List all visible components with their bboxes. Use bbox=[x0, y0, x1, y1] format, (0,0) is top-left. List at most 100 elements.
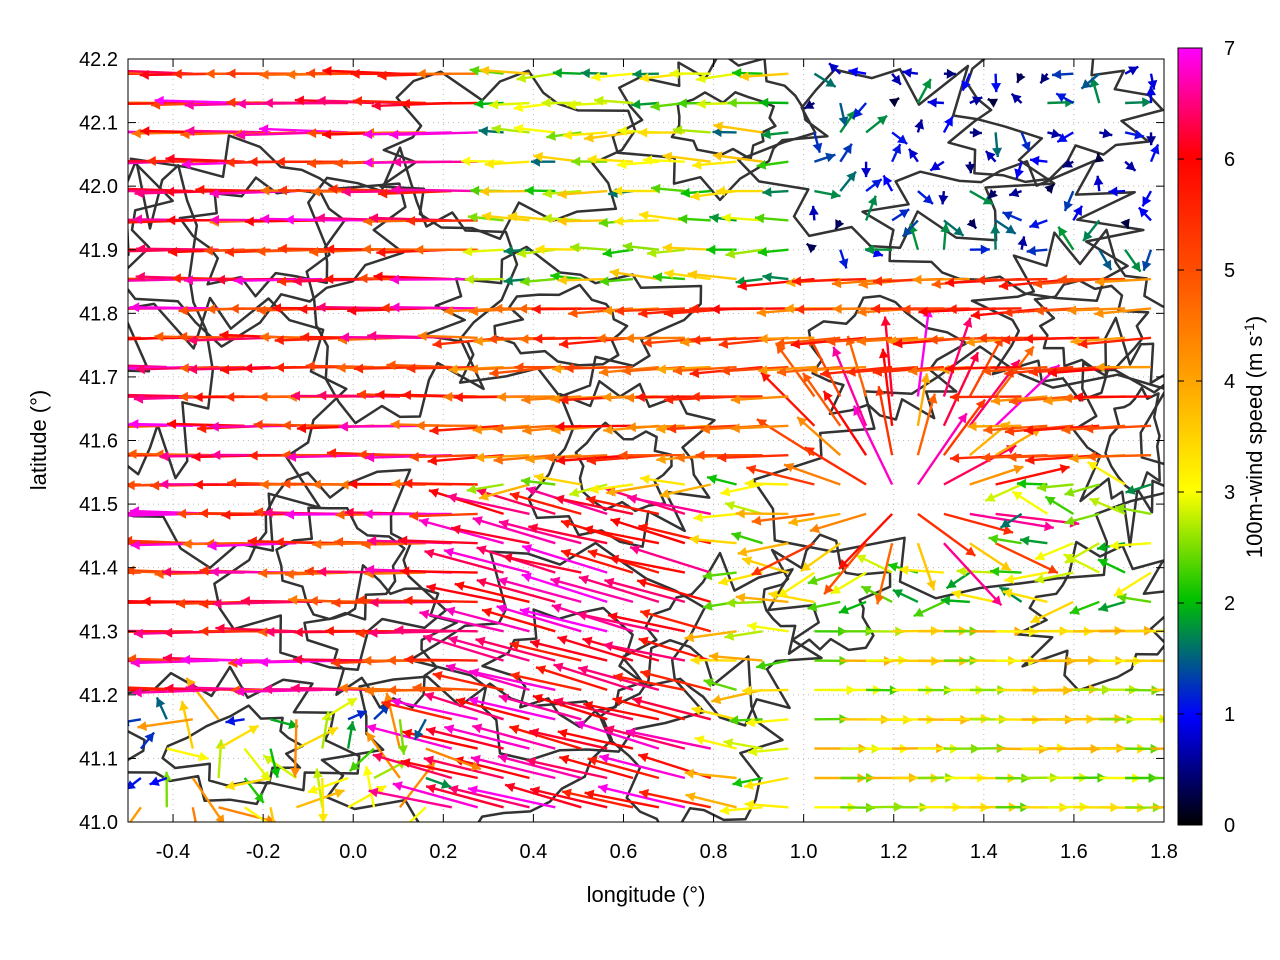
wind-arrow bbox=[949, 395, 1022, 399]
wind-arrow-head bbox=[720, 486, 731, 497]
wind-arrow-head bbox=[499, 519, 509, 529]
wind-arrow-head bbox=[918, 306, 928, 317]
wind-arrow-head bbox=[288, 594, 298, 605]
wind-arrow-head bbox=[109, 842, 118, 852]
wind-arrow bbox=[876, 542, 894, 605]
wind-arrow-head bbox=[530, 156, 540, 167]
wind-arrow-head bbox=[806, 243, 817, 254]
wind-arrow-head bbox=[259, 124, 269, 135]
wind-arrow-head bbox=[926, 580, 936, 591]
x-tick-label: 1.8 bbox=[1150, 841, 1178, 863]
wind-arrow-head bbox=[215, 814, 225, 822]
wind-arrow bbox=[472, 517, 556, 545]
wind-arrow-head bbox=[1081, 79, 1092, 89]
wind-arrow bbox=[470, 756, 556, 780]
wind-arrow-head bbox=[397, 745, 408, 755]
wind-arrow-head bbox=[131, 128, 141, 139]
wind-arrow-head bbox=[154, 331, 164, 342]
wind-arrow-head bbox=[1056, 93, 1067, 103]
contour-line bbox=[275, 506, 406, 621]
wind-arrow-head bbox=[219, 330, 229, 341]
wind-arrow-head bbox=[897, 134, 908, 144]
y-tick-label: 42.1 bbox=[79, 113, 118, 135]
wind-arrow-head bbox=[489, 367, 499, 378]
wind-arrow bbox=[128, 718, 142, 723]
wind-arrow-head bbox=[389, 274, 399, 285]
y-tick-label: 41.0 bbox=[79, 812, 118, 834]
wind-arrow-head bbox=[602, 392, 612, 403]
wind-arrow-head bbox=[729, 715, 739, 726]
wind-arrow bbox=[445, 664, 530, 692]
wind-arrow-head bbox=[526, 757, 537, 767]
wind-arrow-head bbox=[550, 271, 560, 282]
wind-arrow-head bbox=[290, 768, 301, 778]
wind-arrow-head bbox=[509, 640, 520, 651]
wind-arrow-head bbox=[240, 596, 250, 606]
wind-arrow-head bbox=[568, 308, 578, 319]
wind-arrow-head bbox=[475, 452, 485, 463]
wind-arrow-head bbox=[199, 508, 208, 519]
wind-arrow-head bbox=[386, 360, 396, 371]
wind-arrow bbox=[400, 759, 478, 780]
wind-arrow-head bbox=[1134, 129, 1145, 140]
wind-arrow bbox=[629, 546, 712, 574]
contour-line bbox=[128, 665, 361, 806]
wind-arrow-head bbox=[1095, 276, 1105, 287]
wind-arrow bbox=[1067, 307, 1126, 312]
wind-arrow-head bbox=[853, 108, 863, 119]
wind-arrow bbox=[584, 791, 660, 809]
wind-arrow bbox=[406, 365, 478, 370]
wind-arrow-head bbox=[144, 732, 155, 743]
wind-arrow-head bbox=[520, 476, 531, 487]
wind-arrow-head bbox=[225, 157, 235, 168]
wind-arrow-head bbox=[215, 623, 225, 634]
wind-arrow-head bbox=[133, 393, 143, 404]
wind-arrow-head bbox=[352, 96, 362, 107]
wind-arrow-head bbox=[514, 362, 524, 373]
wind-arrow-head bbox=[444, 306, 454, 317]
wind-arrow-head bbox=[583, 700, 594, 711]
wind-arrow-head bbox=[300, 332, 310, 343]
wind-arrow-head bbox=[129, 506, 139, 517]
wind-arrow-head bbox=[400, 566, 410, 577]
wind-arrow-head bbox=[424, 548, 435, 559]
wind-arrow-head bbox=[340, 332, 349, 343]
wind-arrow-head bbox=[990, 224, 1001, 234]
wind-arrow-head bbox=[368, 627, 378, 638]
wind-arrow-head bbox=[632, 696, 643, 706]
wind-arrow-head bbox=[662, 151, 673, 162]
wind-arrow-head bbox=[403, 595, 413, 606]
wind-arrow bbox=[455, 698, 530, 721]
wind-arrow-head bbox=[207, 540, 217, 551]
wind-arrow-head bbox=[409, 511, 419, 521]
wind-arrow-head bbox=[552, 363, 562, 374]
wind-arrow-head bbox=[404, 654, 414, 665]
x-axis-label: longitude (°) bbox=[587, 882, 706, 907]
wind-arrow bbox=[916, 393, 936, 456]
wind-arrow bbox=[560, 549, 634, 574]
wind-arrow bbox=[521, 545, 608, 574]
x-tick-label: 1.4 bbox=[970, 841, 998, 863]
wind-arrow-head bbox=[1087, 462, 1098, 471]
colorbar-tick-label: 4 bbox=[1224, 371, 1235, 393]
wind-arrow-head bbox=[82, 655, 91, 665]
wind-arrow bbox=[602, 643, 686, 662]
wind-arrow-head bbox=[571, 156, 581, 167]
wind-arrow-head bbox=[710, 304, 720, 315]
wind-arrow-head bbox=[375, 389, 385, 400]
wind-arrow-head bbox=[557, 189, 567, 200]
wind-arrow-head bbox=[804, 99, 815, 109]
wind-arrow-head bbox=[541, 97, 551, 108]
wind-arrow-head bbox=[732, 777, 743, 788]
wind-arrow-head bbox=[1023, 333, 1033, 344]
wind-arrow-head bbox=[893, 338, 903, 349]
wind-arrow bbox=[218, 806, 276, 822]
wind-arrow-head bbox=[536, 665, 547, 675]
wind-arrow-head bbox=[569, 487, 580, 498]
wind-arrow-head bbox=[555, 421, 565, 432]
wind-arrow bbox=[509, 492, 582, 516]
wind-arrow bbox=[471, 724, 556, 750]
wind-arrow-head bbox=[659, 488, 670, 499]
wind-arrow-head bbox=[715, 186, 725, 197]
wind-arrow-head bbox=[762, 187, 772, 198]
